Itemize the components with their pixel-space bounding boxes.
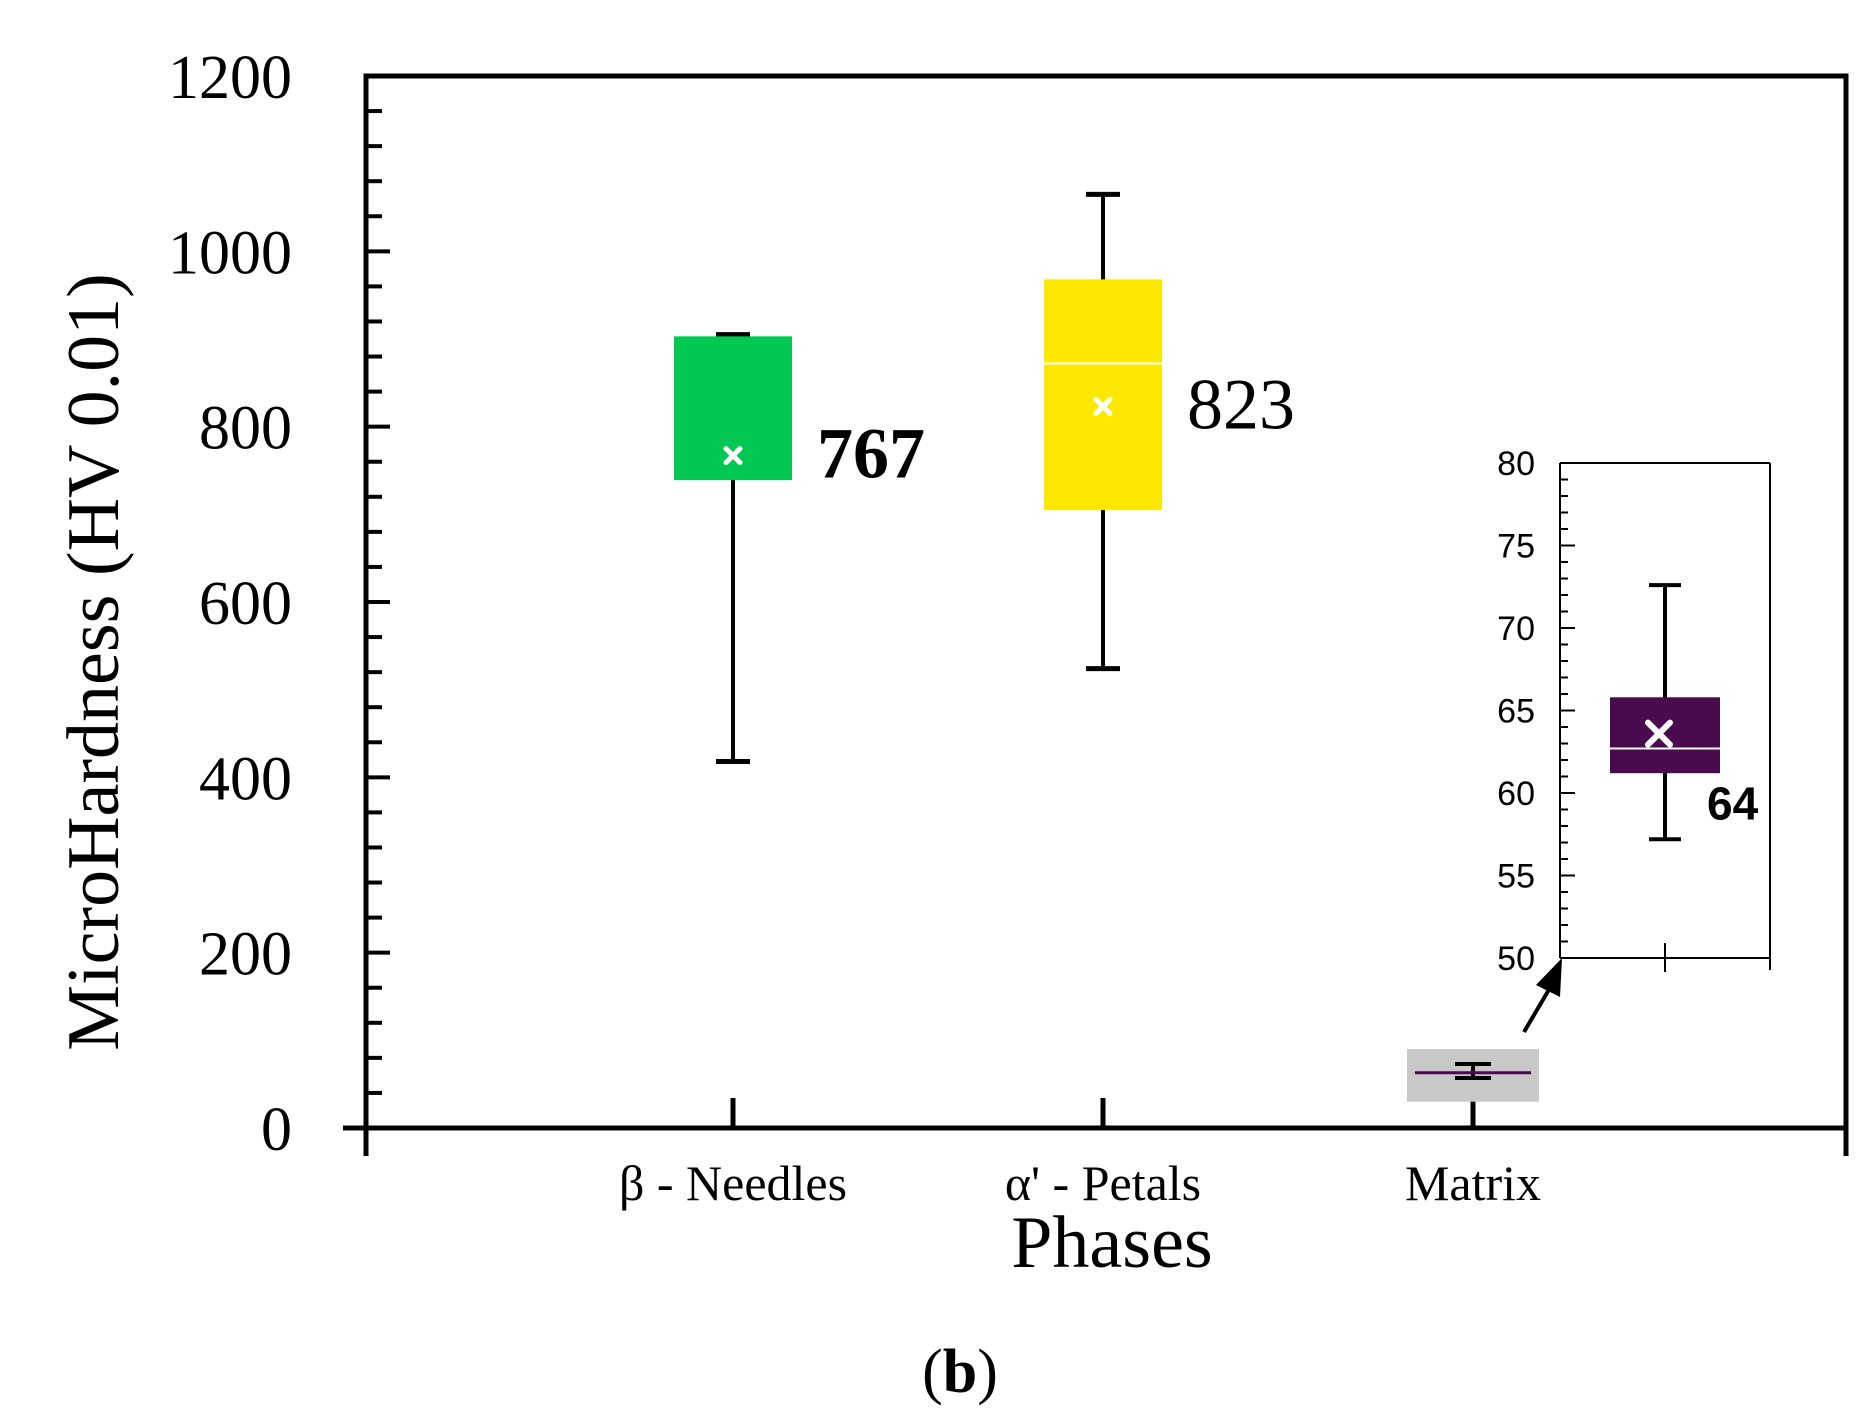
box-group: 767 [674,332,925,765]
box-series: 767 823 [674,191,1539,1102]
mean-marker-stroke [1093,397,1113,417]
y-tick-label: 1200 [168,44,292,112]
box-group [1407,1049,1539,1102]
panel-label-open: ( [922,1338,943,1406]
mean-marker-stroke [1645,719,1673,748]
inset-y-tick-label: 60 [1497,775,1535,813]
mean-marker-stroke [723,446,743,466]
box-group: 823 [1044,191,1295,672]
inset-y-tick-label: 65 [1497,693,1535,731]
inset-y-ticks: 50 55 60 65 70 75 80 [1497,445,1575,978]
y-axis-title: MicroHardness (HV 0.01) [53,273,135,1051]
inset-box-series: 64 [1610,583,1759,842]
mean-label: 823 [1187,365,1295,445]
inset-box [1610,697,1720,774]
y-tick-label: 0 [261,1096,292,1164]
y-tick-label: 1000 [168,219,292,287]
y-tick-label: 600 [199,570,292,638]
mean-marker [1093,397,1113,417]
inset-pointer-arrow-head [1536,958,1562,997]
inset-y-tick-label: 75 [1497,528,1535,566]
panel-label-letter: b [943,1338,977,1406]
inset-y-tick-label: 55 [1497,858,1535,896]
inset-mean-marker [1645,719,1673,748]
panel-label: (b) [922,1338,998,1406]
x-axis-title: Phases [1011,1202,1212,1284]
x-tick-label: Matrix [1405,1155,1541,1211]
y-tick-label: 800 [199,395,292,463]
panel-label-close: ) [977,1338,998,1406]
y-axis-ticks: 0 200 400 600 800 1000 1200 [168,44,390,1164]
mean-label: 767 [817,414,925,494]
plot-frame [363,73,1849,1131]
inset-y-tick-label: 70 [1497,610,1535,648]
inset-y-tick-label: 50 [1497,940,1535,978]
y-tick-label: 400 [199,745,292,813]
y-tick-label: 200 [199,921,292,989]
x-tick-label: α' - Petals [1005,1155,1201,1211]
inset-chart: 50 55 60 65 70 75 80 64 [1497,445,1771,978]
box [1044,279,1162,510]
x-tick-label: β - Needles [619,1155,847,1211]
inset-mean-label: 64 [1707,778,1759,830]
x-axis-ticks: β - Needles α' - Petals Matrix [619,1098,1541,1211]
inset-y-tick-label: 80 [1497,445,1535,483]
mean-marker [723,446,743,466]
